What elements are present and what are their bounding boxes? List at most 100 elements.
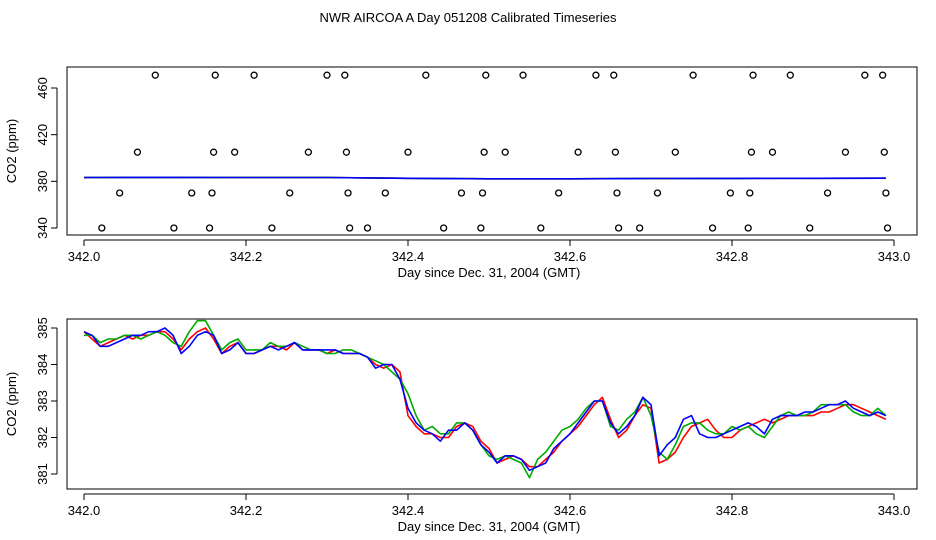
marker: [879, 71, 887, 79]
marker: [211, 71, 219, 79]
marker: [344, 189, 352, 197]
y-axis-label: CO2 (ppm): [4, 372, 19, 436]
marker: [231, 148, 239, 156]
marker: [671, 148, 679, 156]
marker: [205, 224, 214, 232]
series-line-3: [83, 327, 887, 472]
marker: [749, 71, 757, 79]
marker: [98, 224, 106, 232]
y-tick-label: 383: [35, 390, 50, 412]
marker: [422, 71, 430, 79]
marker: [689, 71, 697, 79]
marker: [883, 224, 892, 232]
x-tick-label: 343.0: [878, 249, 911, 264]
y-axis: 381 382 383 384 385: [35, 317, 58, 485]
marker: [746, 189, 754, 197]
marker: [250, 71, 258, 79]
marker: [823, 189, 832, 197]
marker: [342, 148, 351, 156]
x-tick-label: 342.0: [68, 503, 101, 518]
marker: [268, 224, 276, 232]
marker: [555, 189, 563, 197]
marker: [841, 148, 850, 156]
x-tick-label: 342.8: [716, 503, 749, 518]
series-line-3: [83, 176, 886, 180]
marker: [188, 189, 196, 197]
y-axis-label: CO2 (ppm): [4, 119, 19, 183]
x-tick-label: 342.6: [554, 249, 587, 264]
marker: [439, 224, 448, 232]
y-tick-label: 420: [35, 124, 50, 146]
marker: [592, 71, 600, 79]
marker: [477, 224, 485, 232]
marker: [323, 71, 331, 79]
marker: [537, 224, 545, 232]
marker: [501, 148, 509, 156]
marker: [381, 189, 389, 197]
x-tick-label: 342.6: [554, 503, 587, 518]
marker: [209, 148, 218, 156]
marker: [726, 189, 735, 197]
y-tick-label: 381: [35, 463, 50, 485]
marker: [478, 189, 487, 197]
marker: [133, 148, 142, 156]
marker: [708, 224, 717, 232]
marker: [882, 189, 890, 197]
line-panel: 342.0 342.2 342.4 342.6 342.8 343.0 381 382 383…: [4, 317, 918, 534]
marker: [519, 71, 527, 79]
marker: [614, 224, 623, 232]
x-tick-label: 342.4: [392, 249, 425, 264]
x-axis-label: Day since Dec. 31, 2004 (GMT): [398, 265, 581, 280]
marker: [208, 189, 216, 197]
marker: [404, 148, 412, 156]
x-axis: 342.0 342.2 342.4 342.6 342.8 343.0: [68, 239, 911, 264]
marker: [151, 71, 159, 79]
marker: [457, 189, 466, 197]
x-axis: 342.0 342.2 342.4 342.6 342.8 343.0: [68, 493, 911, 518]
marker: [806, 224, 814, 232]
chart-title: NWR AIRCOA A Day 051208 Calibrated Times…: [320, 10, 617, 25]
marker: [613, 189, 621, 197]
marker: [610, 71, 618, 79]
marker: [611, 148, 620, 156]
y-tick-label: 384: [35, 354, 50, 376]
marker: [786, 71, 794, 79]
marker: [286, 189, 294, 197]
marker: [574, 148, 582, 156]
x-tick-label: 342.4: [392, 503, 425, 518]
marker: [482, 71, 490, 79]
y-tick-label: 340: [35, 217, 50, 239]
marker: [346, 224, 354, 232]
x-tick-label: 342.2: [230, 503, 263, 518]
plot-frame: [66, 318, 918, 490]
series-line-1: [83, 327, 887, 468]
marker: [747, 148, 756, 156]
series-lines: [83, 319, 887, 479]
y-tick-label: 460: [35, 77, 50, 99]
marker: [653, 189, 662, 197]
marker: [744, 224, 752, 232]
markers: [98, 71, 892, 232]
series-line-2: [84, 319, 887, 479]
x-tick-label: 342.0: [68, 249, 101, 264]
marker: [115, 189, 124, 197]
marker: [170, 224, 178, 232]
marker: [880, 148, 888, 156]
marker: [363, 224, 372, 232]
marker: [636, 224, 644, 232]
marker: [304, 148, 313, 156]
x-tick-label: 342.2: [230, 249, 263, 264]
y-axis: 340 380 420 460: [35, 77, 58, 239]
x-tick-label: 342.8: [716, 249, 749, 264]
series-lines: [83, 176, 886, 180]
scatter-panel: 342.0 342.2 342.4 342.6 342.8 343.0 340 380 420…: [4, 66, 918, 280]
y-tick-label: 382: [35, 427, 50, 449]
marker: [768, 148, 777, 156]
x-tick-label: 343.0: [878, 503, 911, 518]
marker: [861, 71, 869, 79]
y-tick-label: 385: [35, 317, 50, 339]
marker: [341, 71, 349, 79]
marker: [480, 148, 488, 156]
plot-frame: [66, 66, 918, 236]
